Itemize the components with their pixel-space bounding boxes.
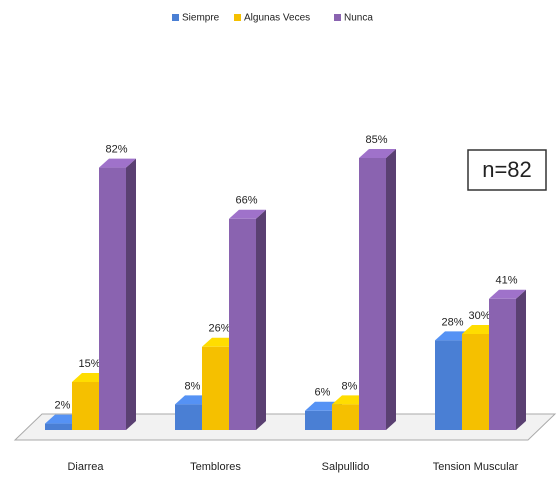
bar-side — [386, 149, 396, 430]
legend-label: Algunas Veces — [244, 13, 310, 24]
bar-top — [489, 289, 526, 299]
bar — [332, 404, 359, 430]
legend-swatch — [334, 14, 341, 21]
x-tick-label: Temblores — [190, 461, 241, 473]
legend-swatch — [172, 14, 179, 21]
value-label: 41% — [495, 275, 517, 287]
bar-side — [516, 289, 526, 430]
annotation: n=82 — [482, 157, 532, 182]
bar-side — [126, 158, 136, 430]
bar-top — [229, 209, 266, 219]
value-label: 26% — [208, 323, 230, 335]
bar — [45, 423, 72, 430]
floor — [13, 413, 557, 441]
bar — [489, 298, 516, 430]
value-label: 2% — [55, 400, 71, 412]
value-label: 28% — [441, 316, 463, 328]
legend-swatch — [234, 14, 241, 21]
legend-label: Siempre — [182, 13, 220, 24]
bar — [359, 158, 386, 430]
annotation-box — [467, 149, 547, 191]
bar — [72, 382, 99, 430]
value-label: 30% — [468, 310, 490, 322]
bar — [175, 404, 202, 430]
legend-label: Nunca — [344, 13, 373, 24]
bar-side — [256, 209, 266, 430]
value-label: 85% — [365, 134, 387, 146]
x-tick-label: Tension Muscular — [433, 461, 519, 473]
value-label: 6% — [315, 387, 331, 399]
value-label: 15% — [78, 358, 100, 370]
bar — [99, 167, 126, 430]
x-tick-label: Salpullido — [322, 461, 370, 473]
bar — [435, 340, 462, 430]
bar — [462, 334, 489, 430]
bar — [202, 346, 229, 430]
bar — [229, 218, 256, 430]
x-tick-label: Diarrea — [67, 461, 104, 473]
value-label: 82% — [105, 144, 127, 156]
bar-top — [359, 149, 396, 158]
bar — [305, 410, 332, 430]
value-label: 8% — [185, 380, 201, 392]
value-label: 8% — [342, 380, 358, 392]
value-label: 66% — [235, 195, 257, 207]
bar-top — [99, 158, 136, 168]
